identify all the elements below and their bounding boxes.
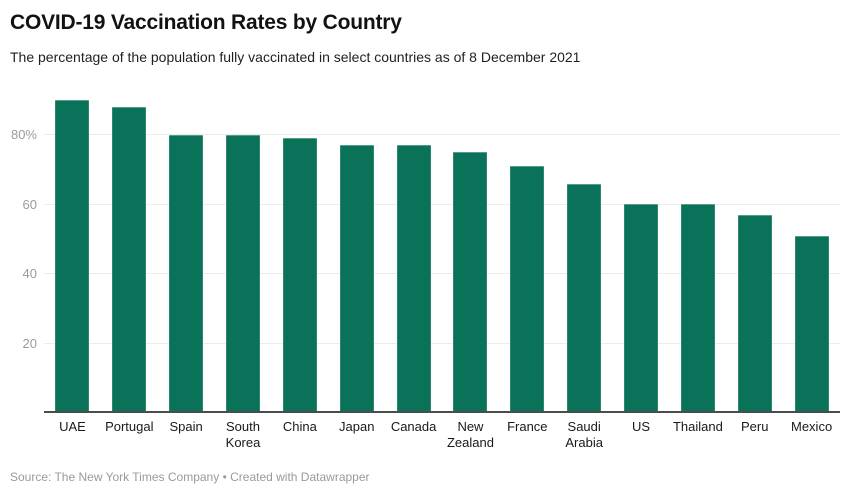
bar-slot-spain xyxy=(158,95,215,413)
bar-mexico[interactable] xyxy=(794,236,829,413)
bar-peru[interactable] xyxy=(737,215,772,413)
x-axis-label-portugal: Portugal xyxy=(105,419,154,434)
bar-slot-france xyxy=(499,95,556,413)
datawrapper-attribution-link[interactable]: Created with Datawrapper xyxy=(230,470,370,484)
gridline-40 xyxy=(44,273,840,275)
x-axis-label-spain: Spain xyxy=(169,419,203,434)
bar-us[interactable] xyxy=(624,204,659,413)
bar-canada[interactable] xyxy=(396,145,431,413)
bar-slot-thailand xyxy=(669,95,726,413)
bar-slot-portugal xyxy=(101,95,158,413)
source-text: Source: The New York Times Company xyxy=(10,470,220,484)
bar-slot-new-zealand xyxy=(442,95,499,413)
gridline-20 xyxy=(44,343,840,344)
x-axis-label-japan: Japan xyxy=(339,419,375,434)
x-axis-label-france: France xyxy=(507,419,548,434)
y-axis-tick-label-40: 40 xyxy=(22,266,37,282)
bar-slot-mexico xyxy=(783,95,840,413)
y-axis: 20 40 60 80% xyxy=(0,95,37,413)
y-axis-tick-label-80: 80% xyxy=(10,127,37,143)
bar-slot-peru xyxy=(726,95,783,413)
x-axis-label-us: US xyxy=(631,419,651,434)
gridline-80 xyxy=(44,134,840,136)
chart-subtitle: The percentage of the population fully v… xyxy=(10,49,581,65)
footer: Source: The New York Times Company • Cre… xyxy=(10,470,370,484)
plot-area xyxy=(44,95,840,413)
bar-slot-saudi-arabia xyxy=(556,95,613,413)
bar-thailand[interactable] xyxy=(680,204,715,413)
x-axis-label-south-korea: South Korea xyxy=(225,419,261,450)
bar-slot-canada xyxy=(385,95,442,413)
bar-slot-china xyxy=(271,95,328,413)
x-axis-label-peru: Peru xyxy=(741,419,769,434)
bar-china[interactable] xyxy=(282,138,317,413)
x-axis-line xyxy=(44,411,840,413)
bar-france[interactable] xyxy=(510,166,545,413)
y-axis-tick-label-60: 60 xyxy=(22,196,37,212)
bar-slot-us xyxy=(613,95,670,413)
x-axis-label-mexico: Mexico xyxy=(791,419,833,434)
footer-separator: • xyxy=(222,470,227,484)
x-axis-label-new-zealand: New Zealand xyxy=(446,419,494,450)
bar-south-korea[interactable] xyxy=(226,135,260,413)
x-axis: UAE Portugal Spain South Korea China Japan Can… xyxy=(44,419,840,451)
y-axis-tick-label-20: 20 xyxy=(22,336,37,351)
bar-slot-uae xyxy=(44,95,101,413)
bar-japan[interactable] xyxy=(339,145,374,413)
x-axis-label-saudi-arabia: Saudi Arabia xyxy=(565,419,603,450)
x-axis-label-uae: UAE xyxy=(59,419,86,434)
bar-slot-south-korea xyxy=(215,95,272,413)
bar-new-zealand[interactable] xyxy=(453,152,488,413)
gridline-60 xyxy=(44,203,840,205)
bar-portugal[interactable] xyxy=(112,107,147,413)
x-axis-label-thailand: Thailand xyxy=(672,419,723,434)
bar-uae[interactable] xyxy=(55,100,90,413)
bar-series xyxy=(44,95,840,413)
bar-slot-japan xyxy=(328,95,385,413)
x-axis-label-canada: Canada xyxy=(390,419,437,434)
x-axis-label-china: China xyxy=(282,419,317,434)
bar-spain[interactable] xyxy=(169,135,204,413)
bar-saudi-arabia[interactable] xyxy=(567,184,602,413)
page-title: COVID-19 Vaccination Rates by Country xyxy=(10,11,402,34)
